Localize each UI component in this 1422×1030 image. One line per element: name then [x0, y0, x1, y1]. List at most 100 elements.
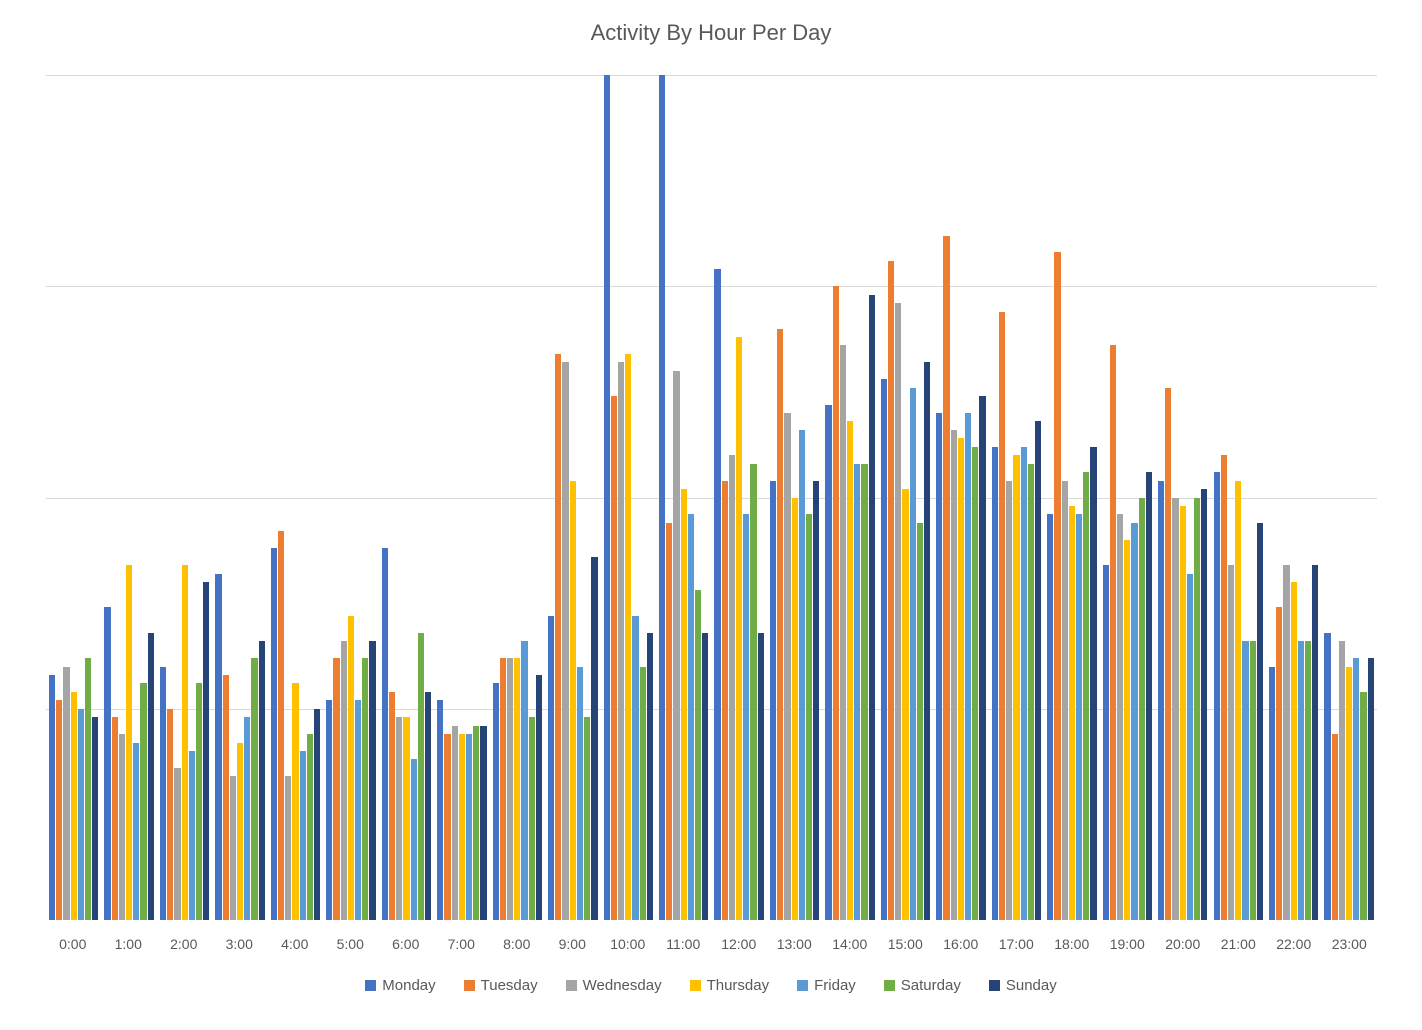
bar — [979, 396, 985, 920]
bar — [806, 514, 812, 920]
bar — [459, 734, 465, 920]
bar — [936, 413, 942, 920]
bar — [895, 303, 901, 920]
bar — [618, 362, 624, 920]
bar — [1076, 514, 1082, 920]
bar — [521, 641, 527, 920]
bar — [1110, 345, 1116, 920]
legend-label: Thursday — [707, 977, 770, 994]
bar — [411, 759, 417, 920]
bar — [758, 633, 764, 920]
bar — [536, 675, 542, 920]
bar — [881, 379, 887, 920]
bar — [473, 726, 479, 920]
bar — [493, 683, 499, 920]
bar — [259, 641, 265, 920]
bar — [1324, 633, 1330, 920]
bar — [251, 658, 257, 920]
x-axis-label: 11:00 — [656, 936, 712, 952]
bar — [958, 438, 964, 920]
bar — [743, 514, 749, 920]
bar — [840, 345, 846, 920]
bar — [702, 633, 708, 920]
hour-group — [767, 75, 822, 920]
plot-area — [45, 75, 1377, 920]
legend-item: Friday — [797, 977, 856, 994]
bar — [444, 734, 450, 920]
bar — [910, 388, 916, 920]
bar — [514, 658, 520, 920]
bar — [182, 565, 188, 920]
bar — [1103, 565, 1109, 920]
x-axis-label: 3:00 — [212, 936, 268, 952]
hour-group — [656, 75, 711, 920]
bar — [1368, 658, 1374, 920]
bar — [1047, 514, 1053, 920]
bar — [640, 667, 646, 921]
bar — [847, 421, 853, 920]
bar — [1035, 421, 1041, 920]
x-axis-label: 16:00 — [933, 936, 989, 952]
bar — [570, 481, 576, 920]
x-axis-label: 2:00 — [156, 936, 212, 952]
bar — [85, 658, 91, 920]
hour-group — [711, 75, 766, 920]
bar — [695, 590, 701, 920]
hour-group — [1155, 75, 1210, 920]
bar — [104, 607, 110, 920]
bar — [917, 523, 923, 920]
bar — [437, 700, 443, 920]
legend-item: Saturday — [884, 977, 961, 994]
bar — [902, 489, 908, 920]
x-axis-label: 10:00 — [600, 936, 656, 952]
bar — [452, 726, 458, 920]
bar — [777, 329, 783, 921]
x-axis-label: 0:00 — [45, 936, 101, 952]
bar — [681, 489, 687, 920]
bar — [71, 692, 77, 920]
bar — [1201, 489, 1207, 920]
bar — [237, 743, 243, 920]
x-axis-label: 8:00 — [489, 936, 545, 952]
legend-label: Saturday — [901, 977, 961, 994]
bar — [632, 616, 638, 920]
bar — [119, 734, 125, 920]
x-axis-label: 9:00 — [545, 936, 601, 952]
bar — [500, 658, 506, 920]
hour-group — [434, 75, 489, 920]
legend-swatch — [365, 980, 376, 991]
bar — [924, 362, 930, 920]
bar — [647, 633, 653, 920]
bar — [1291, 582, 1297, 920]
bar — [215, 574, 221, 920]
bar — [230, 776, 236, 920]
x-axis-label: 20:00 — [1155, 936, 1211, 952]
x-axis-label: 14:00 — [822, 936, 878, 952]
bar — [799, 430, 805, 920]
x-axis-label: 6:00 — [378, 936, 434, 952]
bars-container — [46, 75, 1377, 920]
bar — [861, 464, 867, 920]
bar — [714, 269, 720, 920]
x-axis-label: 5:00 — [323, 936, 379, 952]
hour-group — [933, 75, 988, 920]
bar — [1131, 523, 1137, 920]
bar — [1269, 667, 1275, 921]
bar — [972, 447, 978, 920]
bar — [326, 700, 332, 920]
bar — [1013, 455, 1019, 920]
bar — [396, 717, 402, 920]
bar — [333, 658, 339, 920]
hour-group — [1044, 75, 1099, 920]
bar — [382, 548, 388, 920]
x-axis-label: 22:00 — [1266, 936, 1322, 952]
bar — [1332, 734, 1338, 920]
bar — [1242, 641, 1248, 920]
hour-group — [601, 75, 656, 920]
bar — [244, 717, 250, 920]
activity-chart: Activity By Hour Per Day 0:001:002:003:0… — [0, 0, 1422, 1030]
bar — [1194, 498, 1200, 921]
legend-label: Sunday — [1006, 977, 1057, 994]
bar — [341, 641, 347, 920]
hour-group — [46, 75, 101, 920]
